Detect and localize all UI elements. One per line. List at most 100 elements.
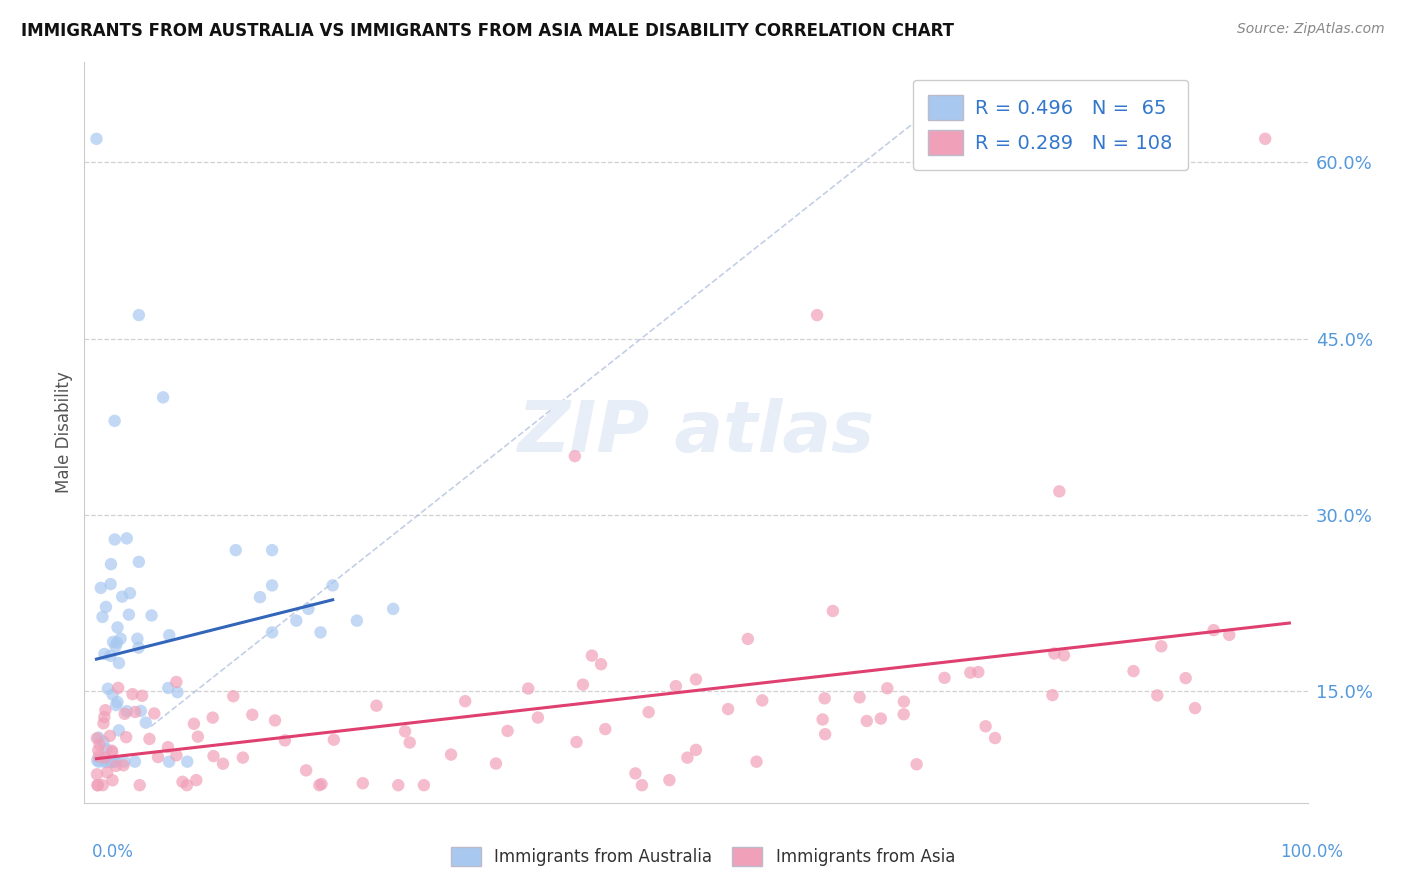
Text: ZIP atlas: ZIP atlas bbox=[517, 398, 875, 467]
Point bbox=[564, 449, 586, 463]
Point bbox=[274, 733, 297, 747]
Point bbox=[1047, 484, 1070, 499]
Point bbox=[96, 755, 118, 769]
Point bbox=[94, 750, 117, 764]
Point bbox=[87, 749, 110, 764]
Point bbox=[893, 707, 915, 722]
Point bbox=[104, 759, 127, 773]
Point bbox=[93, 716, 115, 731]
Point bbox=[1254, 132, 1277, 146]
Point bbox=[118, 586, 141, 600]
Y-axis label: Male Disability: Male Disability bbox=[55, 372, 73, 493]
Point bbox=[893, 695, 915, 709]
Point bbox=[676, 750, 699, 764]
Point bbox=[157, 628, 180, 642]
Point bbox=[1042, 688, 1064, 702]
Point bbox=[811, 713, 834, 727]
Point bbox=[104, 414, 127, 428]
Point bbox=[146, 750, 169, 764]
Point bbox=[124, 705, 146, 719]
Point bbox=[454, 694, 477, 708]
Point bbox=[152, 390, 174, 404]
Point bbox=[91, 778, 114, 792]
Point bbox=[176, 755, 198, 769]
Point bbox=[97, 681, 120, 696]
Point bbox=[114, 706, 136, 721]
Point bbox=[86, 753, 108, 767]
Point bbox=[1218, 628, 1240, 642]
Point bbox=[101, 773, 124, 788]
Point bbox=[94, 599, 117, 614]
Point bbox=[225, 543, 247, 558]
Point bbox=[665, 679, 688, 693]
Point bbox=[262, 543, 284, 558]
Point bbox=[984, 731, 1007, 745]
Point bbox=[745, 755, 768, 769]
Point bbox=[658, 773, 681, 788]
Point bbox=[821, 604, 844, 618]
Point bbox=[86, 767, 108, 781]
Point bbox=[264, 714, 287, 728]
Point bbox=[86, 132, 108, 146]
Point bbox=[100, 557, 122, 571]
Point bbox=[631, 778, 654, 792]
Point bbox=[107, 695, 129, 709]
Point bbox=[222, 690, 245, 704]
Text: IMMIGRANTS FROM AUSTRALIA VS IMMIGRANTS FROM ASIA MALE DISABILITY CORRELATION CH: IMMIGRANTS FROM AUSTRALIA VS IMMIGRANTS … bbox=[21, 22, 955, 40]
Point bbox=[309, 625, 332, 640]
Point bbox=[1202, 623, 1225, 637]
Point bbox=[262, 578, 284, 592]
Point bbox=[240, 707, 263, 722]
Point bbox=[685, 673, 707, 687]
Point bbox=[96, 765, 118, 780]
Point bbox=[186, 773, 208, 788]
Point bbox=[572, 678, 595, 692]
Point bbox=[115, 730, 138, 744]
Point bbox=[595, 722, 617, 736]
Point bbox=[103, 755, 125, 769]
Point bbox=[589, 657, 612, 672]
Point bbox=[295, 764, 318, 778]
Point bbox=[737, 632, 759, 646]
Point bbox=[127, 632, 149, 646]
Point bbox=[93, 647, 115, 661]
Point bbox=[565, 735, 588, 749]
Point bbox=[107, 620, 129, 634]
Point bbox=[394, 724, 416, 739]
Point bbox=[156, 740, 179, 755]
Point bbox=[165, 748, 187, 763]
Point bbox=[87, 755, 110, 769]
Point bbox=[90, 581, 112, 595]
Point bbox=[297, 602, 319, 616]
Point bbox=[322, 578, 344, 592]
Point bbox=[959, 665, 981, 680]
Point bbox=[98, 755, 121, 769]
Point bbox=[308, 778, 330, 792]
Point bbox=[346, 614, 368, 628]
Point bbox=[934, 671, 956, 685]
Point bbox=[105, 636, 128, 650]
Point bbox=[128, 778, 150, 792]
Text: Source: ZipAtlas.com: Source: ZipAtlas.com bbox=[1237, 22, 1385, 37]
Point bbox=[311, 777, 333, 791]
Point bbox=[366, 698, 388, 713]
Point bbox=[98, 729, 121, 743]
Point bbox=[86, 731, 108, 746]
Point bbox=[93, 710, 115, 724]
Point bbox=[98, 755, 121, 769]
Point bbox=[485, 756, 508, 771]
Point bbox=[176, 778, 198, 792]
Point bbox=[86, 778, 108, 792]
Point bbox=[183, 716, 205, 731]
Point bbox=[1150, 640, 1173, 654]
Point bbox=[814, 727, 837, 741]
Point bbox=[105, 698, 128, 713]
Point bbox=[101, 755, 124, 769]
Point bbox=[848, 690, 870, 705]
Point bbox=[967, 665, 990, 679]
Point bbox=[165, 675, 187, 690]
Point bbox=[101, 745, 124, 759]
Point bbox=[382, 602, 405, 616]
Point bbox=[814, 691, 837, 706]
Point bbox=[138, 731, 160, 746]
